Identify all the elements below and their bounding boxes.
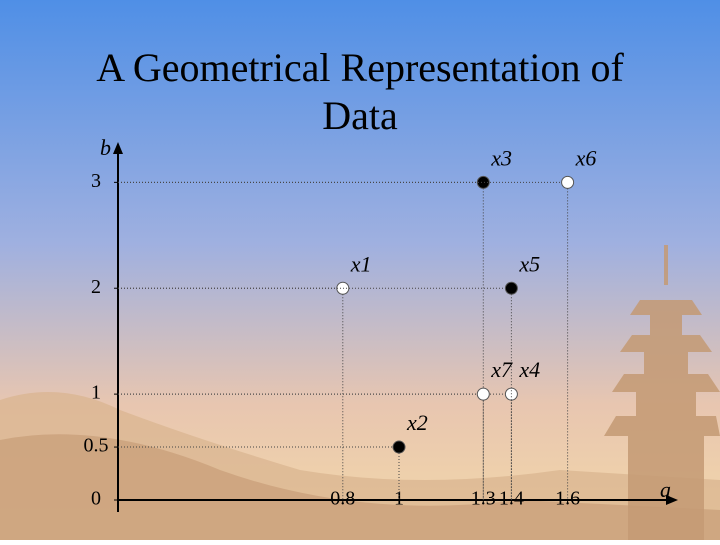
point-label: x7 [490,357,513,382]
point-label: x1 [350,251,372,276]
point-label: x3 [490,145,512,170]
x-axis-label: a [660,477,671,502]
y-tick-label: 0.5 [84,435,109,457]
y-tick-label: 3 [91,170,101,192]
data-point [561,175,575,189]
y-tick-label: 0 [91,488,101,510]
x-tick-label: 1.3 [471,488,496,510]
x-axis-arrow [666,495,678,505]
data-point [476,387,490,401]
chart-title: A Geometrical Representation of Data [96,45,624,138]
x-tick-label: 1.6 [555,488,580,510]
data-point [392,440,406,454]
pagoda [604,245,720,540]
data-point [336,281,350,295]
hills-front [0,434,720,540]
data-point [504,281,518,295]
point-label: x6 [575,145,597,170]
point-label: x4 [518,357,540,382]
point-label: x2 [406,410,428,435]
y-tick-label: 2 [91,276,101,298]
y-axis-arrow [113,142,123,154]
point-label: x5 [518,251,540,276]
data-point [476,175,490,189]
y-axis-label: b [100,135,111,160]
y-tick-label: 1 [91,382,101,404]
